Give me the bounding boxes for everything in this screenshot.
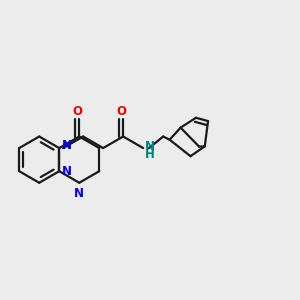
Text: O: O (72, 105, 82, 118)
Text: N: N (145, 140, 155, 153)
Text: N: N (74, 187, 84, 200)
Text: H: H (145, 148, 155, 161)
Text: N: N (61, 139, 71, 152)
Text: O: O (116, 105, 126, 118)
Text: N: N (61, 165, 71, 178)
